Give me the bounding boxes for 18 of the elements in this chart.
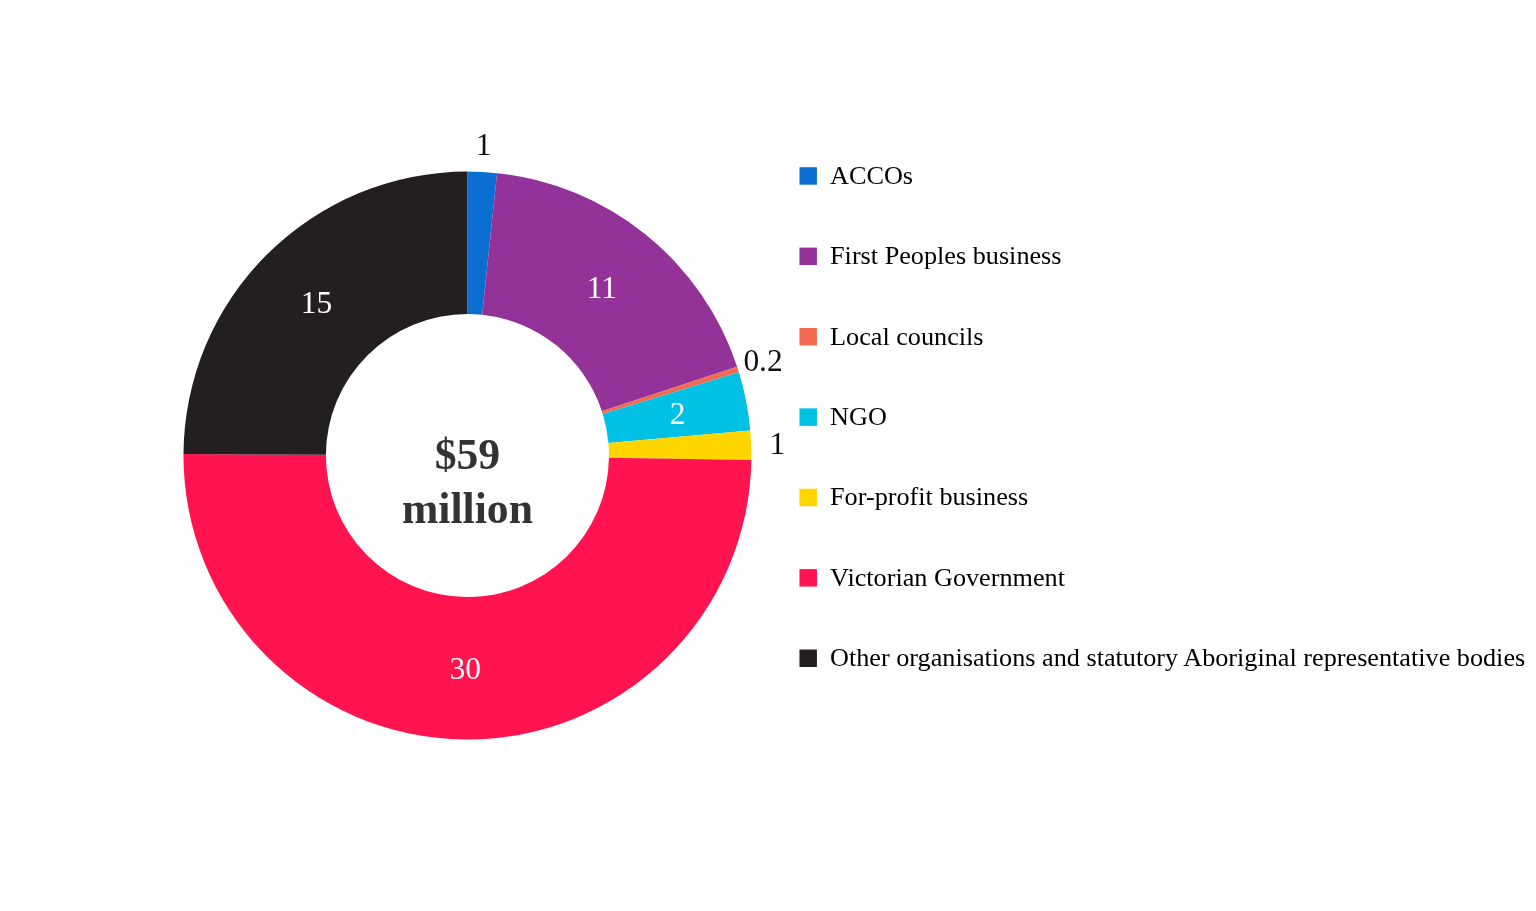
data-label: 1 <box>475 127 492 163</box>
data-label: 2 <box>669 396 686 432</box>
legend-label: Local councils <box>830 321 984 351</box>
legend-label: Other organisations and statutory Aboriginal representative bodies <box>830 643 1526 673</box>
data-label: 0.2 <box>743 343 783 379</box>
data-label: 11 <box>586 270 617 306</box>
donut-slice <box>467 171 498 315</box>
legend-label: ACCOs <box>830 160 914 190</box>
donut-slice <box>602 372 751 444</box>
text: $59 million <box>401 429 533 532</box>
data-label: 30 <box>449 651 481 687</box>
data-label: 15 <box>300 285 333 321</box>
legend-label: For-profit business <box>830 482 1029 512</box>
donut-slice <box>608 430 752 460</box>
data-label: 1 <box>769 425 786 461</box>
legend-label: NGO <box>830 401 887 431</box>
legend-label: Victorian Government <box>830 562 1066 592</box>
legend-label: First Peoples business <box>830 241 1062 271</box>
